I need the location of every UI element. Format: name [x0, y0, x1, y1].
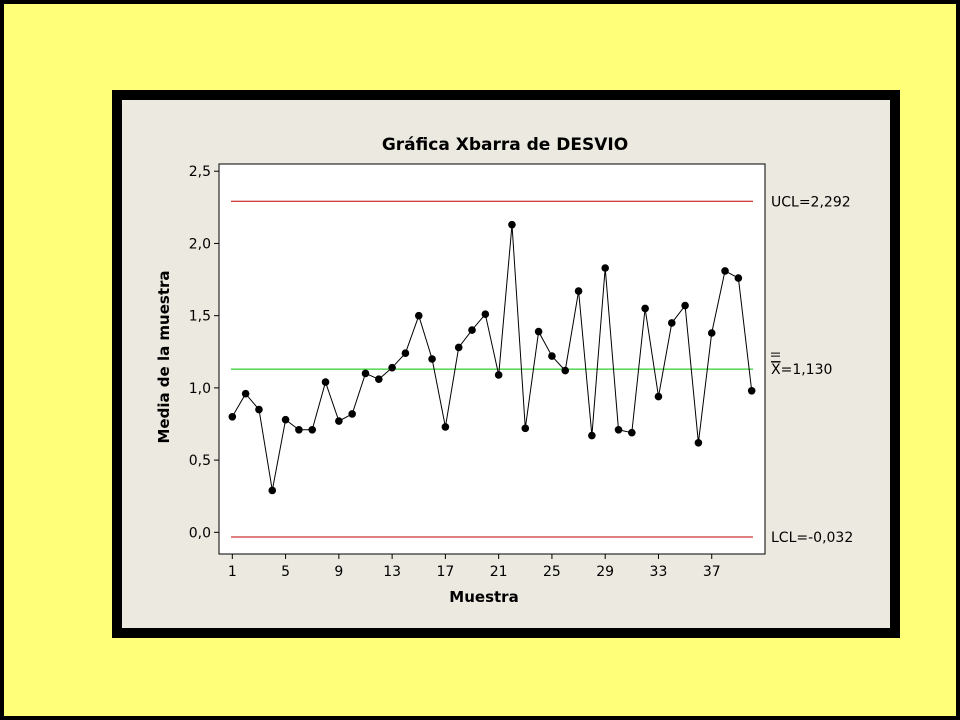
data-point [601, 264, 609, 272]
y-tick-label: 2,0 [189, 236, 211, 252]
data-point [241, 389, 250, 398]
cl-label: X=1,130 [771, 362, 832, 378]
data-point [721, 267, 729, 275]
x-tick-label: 17 [436, 564, 454, 580]
y-tick-label: 1,0 [189, 381, 211, 397]
data-point [521, 424, 530, 433]
reference-lines: UCL=2,292 X=1,130 LCL=-0,032 [231, 194, 853, 546]
data-point [641, 304, 649, 313]
series-line [231, 224, 753, 491]
data-point [281, 415, 290, 424]
chart-frame: Gráfica Xbarra de DESVIO UCL=2,292 X=1,13… [112, 90, 900, 638]
x-tick-label: 9 [334, 564, 343, 580]
ucl-label: UCL=2,292 [771, 194, 851, 210]
x-tick-label: 37 [703, 564, 721, 580]
data-point [414, 311, 423, 320]
data-point [681, 301, 689, 310]
xbar-control-chart: Gráfica Xbarra de DESVIO UCL=2,292 X=1,13… [155, 135, 853, 606]
data-point [747, 386, 756, 395]
data-point [694, 438, 703, 447]
data-point [481, 310, 490, 319]
data-point [335, 417, 343, 425]
chart-panel: Gráfica Xbarra de DESVIO UCL=2,292 X=1,13… [122, 100, 890, 628]
data-point [388, 363, 396, 372]
data-point [454, 343, 463, 352]
x-double-bar-symbol: X [771, 362, 781, 378]
data-point [494, 371, 503, 379]
data-point [228, 412, 237, 421]
y-tick-label: 0,5 [189, 453, 211, 469]
x-tick-label: 5 [281, 564, 290, 580]
data-point [534, 327, 543, 336]
data-point [734, 274, 743, 282]
x-axis: 1 5 9 13 17 21 25 29 33 37 [228, 554, 721, 580]
data-point [268, 486, 277, 495]
chart-title: Gráfica Xbarra de DESVIO [382, 135, 628, 155]
data-point [548, 352, 556, 360]
y-axis: 0,0 0,5 1,0 1,5 2,0 2,5 [189, 164, 219, 541]
y-tick-label: 0,0 [189, 525, 211, 541]
data-point [321, 378, 330, 386]
data-point [428, 355, 436, 363]
data-point [295, 425, 303, 434]
slide-background: Gráfica Xbarra de DESVIO UCL=2,292 X=1,13… [4, 4, 956, 716]
data-point [707, 329, 716, 337]
data-point [375, 375, 383, 384]
data-point [667, 319, 676, 327]
data-point [588, 431, 596, 440]
lcl-label: LCL=-0,032 [771, 530, 853, 546]
y-axis-label: Media de la muestra [155, 270, 173, 443]
x-tick-label: 29 [596, 564, 614, 580]
y-tick-label: 2,5 [189, 164, 211, 180]
data-point [654, 392, 663, 401]
data-point [574, 287, 583, 295]
data-point [255, 405, 263, 414]
x-tick-label: 33 [650, 564, 668, 580]
data-point [628, 428, 636, 437]
x-axis-label: Muestra [449, 588, 518, 606]
y-tick-label: 1,5 [189, 309, 211, 325]
data-point [614, 425, 623, 434]
data-point [468, 326, 476, 334]
x-tick-label: 13 [383, 564, 401, 580]
data-point [441, 423, 450, 431]
data-point [308, 425, 317, 434]
data-point [401, 349, 410, 358]
data-point [361, 369, 370, 378]
data-point [561, 366, 570, 375]
x-tick-label: 25 [543, 564, 561, 580]
x-tick-label: 21 [490, 564, 508, 580]
data-point [508, 220, 516, 229]
data-series [228, 220, 756, 495]
plot-area [218, 163, 766, 555]
x-tick-label: 1 [228, 564, 237, 580]
data-point [348, 410, 356, 418]
